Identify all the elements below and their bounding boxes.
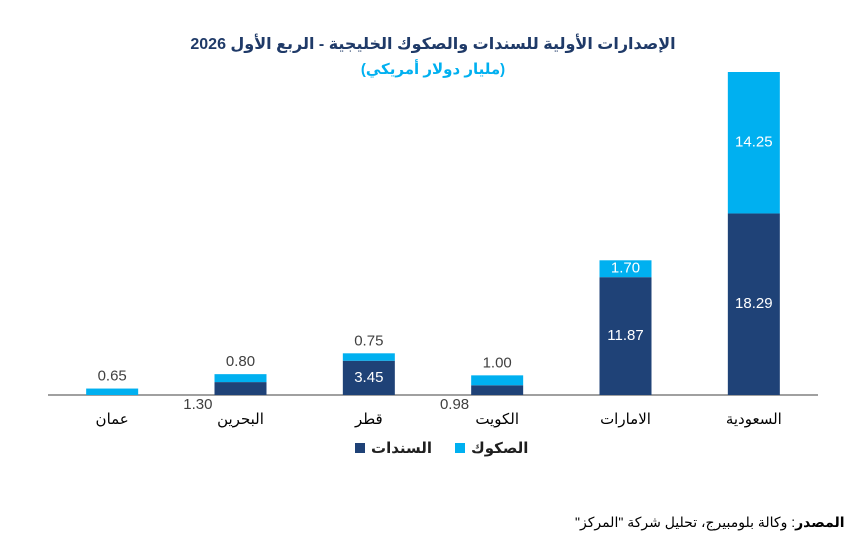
x-tick-label: قطر	[354, 411, 383, 428]
bar-segment	[86, 388, 139, 395]
x-tick-label: الكويت	[475, 411, 519, 428]
source-text: : وكالة بلومبيرج، تحليل شركة "المركز"	[575, 514, 795, 531]
x-tick-label: السعودية	[726, 411, 782, 428]
chart-title: الإصدارات الأولية للسندات والصكوك الخليج…	[190, 34, 675, 53]
value-label: 1.70	[611, 260, 640, 277]
x-tick-label: الامارات	[600, 411, 651, 428]
bar-segment	[342, 360, 395, 395]
bar-segment	[214, 374, 267, 383]
legend-swatch	[355, 443, 365, 453]
bar-segment	[599, 277, 652, 395]
bar-segment	[471, 385, 524, 395]
bar-segment	[599, 260, 652, 278]
value-label: 18.29	[735, 295, 773, 312]
value-label: 0.80	[226, 353, 255, 370]
value-label: 11.87	[607, 327, 643, 344]
x-tick-label: عمان	[96, 411, 129, 428]
chart-subtitle: (مليار دولار أمريكي)	[361, 59, 505, 78]
bar-segment	[214, 382, 267, 395]
legend-label: الصكوك	[471, 440, 528, 457]
bar-segment	[471, 375, 524, 386]
bar-segment	[727, 213, 780, 395]
value-label: 14.25	[735, 134, 773, 151]
bar-segment	[342, 353, 395, 361]
value-label: 3.45	[354, 369, 383, 386]
value-label: 0.75	[354, 332, 383, 349]
legend-swatch	[455, 443, 465, 453]
value-label: 1.30	[183, 396, 212, 413]
legend-label: السندات	[371, 440, 432, 457]
source: المصدر: وكالة بلومبيرج، تحليل شركة "المر…	[575, 514, 845, 531]
value-label: 1.00	[483, 354, 512, 371]
x-tick-label: البحرين	[217, 411, 264, 428]
source-label: المصدر	[794, 514, 844, 530]
bar-segment	[727, 72, 780, 214]
value-label: 0.98	[440, 396, 469, 413]
value-label: 0.65	[98, 368, 127, 385]
